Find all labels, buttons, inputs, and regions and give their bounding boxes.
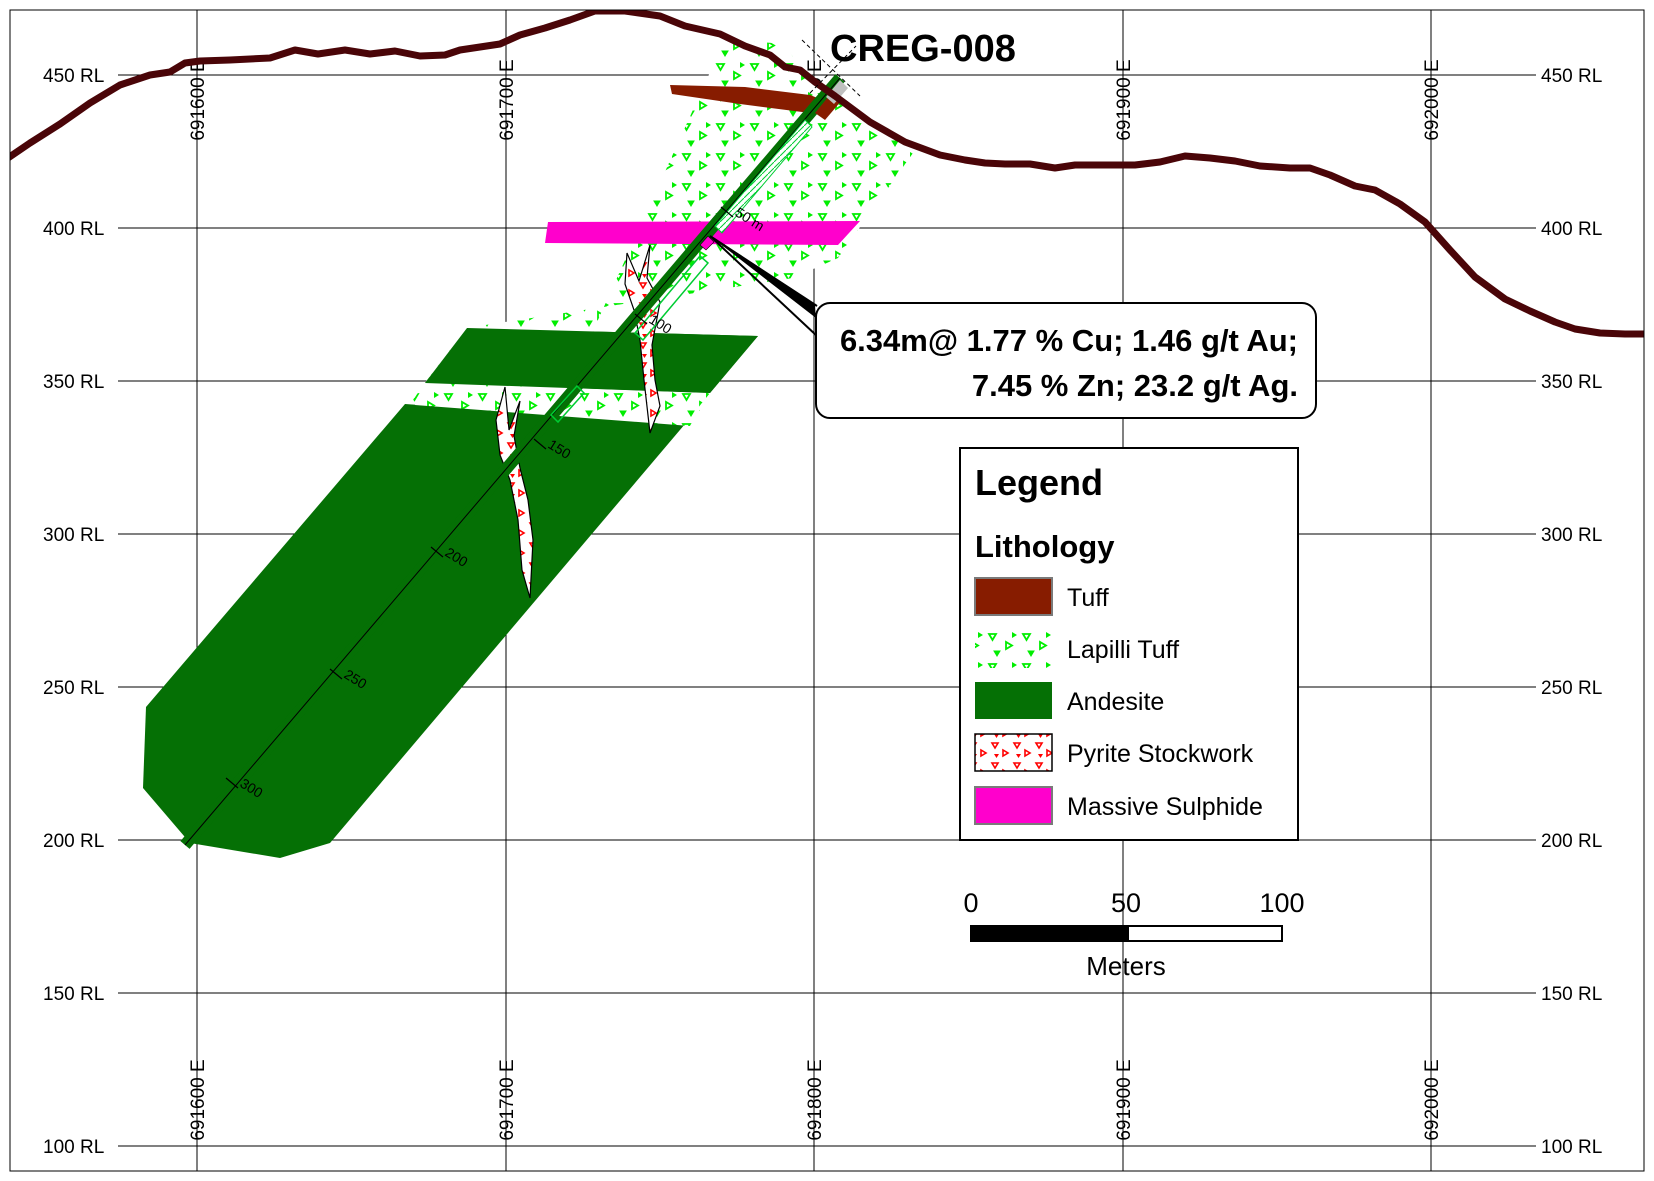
rl-label-right: 150 RL (1541, 984, 1602, 1005)
scale-bar-open (1127, 925, 1283, 942)
legend-title: Legend (975, 462, 1103, 503)
depth-tick-mark (533, 438, 547, 450)
legend-label-tuff: Tuff (1067, 584, 1109, 612)
easting-label-top: 692000 E (1422, 59, 1443, 140)
legend-item-tuff: Tuff (974, 577, 1109, 616)
legend-swatch-massive-sulphide (974, 786, 1053, 825)
easting-label-top: 691700 E (497, 59, 518, 140)
rl-label-right: 450 RL (1541, 66, 1602, 87)
map-frame (9, 9, 1645, 1172)
scale-bar-solid (970, 925, 1129, 942)
rl-label-left: 350 RL (43, 372, 104, 393)
easting-label-top: 691900 E (1114, 59, 1135, 140)
scale-label-0: 0 (963, 888, 978, 918)
pyrite-stockwork-vein-lower (495, 386, 534, 599)
callout-line-1: 6.34m@ 1.77 % Cu; 1.46 g/t Au; (840, 323, 1298, 358)
rl-label-right: 200 RL (1541, 831, 1602, 852)
legend-label-massive-sulphide: Massive Sulphide (1067, 793, 1263, 821)
legend-item-lapilli-tuff: Lapilli Tuff (975, 631, 1179, 668)
rl-axis-labels: 450 RL 450 RL 400 RL 400 RL 350 RL 350 RL 300 … (43, 66, 1602, 1158)
legend-swatch-andesite (975, 682, 1052, 719)
collar-marker (801, 39, 861, 97)
rl-label-left: 100 RL (43, 1137, 104, 1158)
easting-label-bottom: 691800 E (805, 1059, 826, 1140)
legend-item-andesite: Andesite (975, 682, 1164, 719)
rl-label-left: 400 RL (43, 219, 104, 240)
topography-line (10, 10, 1644, 338)
rl-label-left: 450 RL (43, 66, 104, 87)
legend-item-pyrite-stockwork: Pyrite Stockwork (974, 733, 1254, 772)
tuff-layer (670, 85, 835, 113)
drillhole-title: CREG-008 (830, 28, 1016, 70)
legend-subtitle: Lithology (975, 529, 1115, 564)
drillhole-creg-008 (180, 74, 848, 849)
legend-swatch-pyrite-stockwork (974, 733, 1053, 772)
legend-swatch-lapilli-tuff (975, 631, 1052, 668)
rl-label-left: 300 RL (43, 525, 104, 546)
legend-label-lapilli-tuff: Lapilli Tuff (1067, 636, 1179, 664)
rl-label-left: 200 RL (43, 831, 104, 852)
legend-label-andesite: Andesite (1067, 688, 1164, 716)
legend-swatch-tuff (974, 577, 1053, 616)
rl-label-left: 250 RL (43, 678, 104, 699)
easting-label-bottom: 692000 E (1422, 1059, 1443, 1140)
callout-line-2: 7.45 % Zn; 23.2 g/t Ag. (972, 368, 1298, 403)
easting-label-bottom: 691600 E (188, 1059, 209, 1140)
scale-label-50: 50 (1111, 888, 1141, 918)
easting-label-bottom: 691900 E (1114, 1059, 1135, 1140)
easting-label-bottom: 691700 E (497, 1059, 518, 1140)
depth-tick-mark (329, 668, 343, 680)
legend-label-pyrite-stockwork: Pyrite Stockwork (1067, 740, 1254, 768)
intercept-callout: 6.34m@ 1.77 % Cu; 1.46 g/t Au; 7.45 % Zn… (709, 235, 1317, 419)
easting-axis-labels: 691600 E 691600 E 691700 E 691700 E 691800 E… (188, 59, 1443, 1140)
rl-label-right: 350 RL (1541, 372, 1602, 393)
rl-label-left: 150 RL (43, 984, 104, 1005)
rl-label-right: 400 RL (1541, 219, 1602, 240)
legend: Legend Lithology Tuff Lapilli Tuff Andes… (959, 447, 1299, 841)
scale-unit: Meters (1086, 951, 1165, 981)
scale-bar: 0 50 100 Meters (963, 888, 1304, 981)
easting-label-top: 691600 E (188, 59, 209, 140)
legend-item-massive-sulphide: Massive Sulphide (974, 786, 1263, 825)
rl-label-right: 250 RL (1541, 678, 1602, 699)
depth-tick-mark (225, 777, 239, 789)
rl-label-right: 100 RL (1541, 1137, 1602, 1158)
rl-label-right: 300 RL (1541, 525, 1602, 546)
depth-tick-mark (430, 546, 444, 558)
depth-tick-mark (634, 313, 648, 325)
scale-label-100: 100 (1259, 888, 1304, 918)
depth-tick-mark (720, 206, 734, 218)
